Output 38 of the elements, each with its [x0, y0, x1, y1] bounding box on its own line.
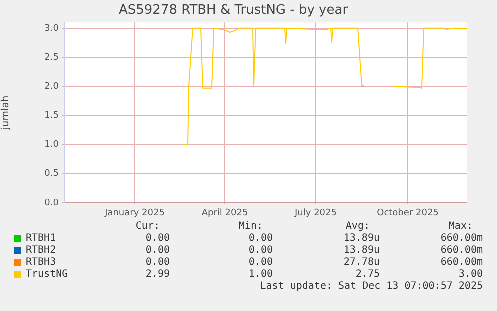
legend-label: RTBH1 [26, 233, 56, 245]
y-tick-label: 0.5 [44, 169, 59, 180]
y-tick-label: 2.5 [44, 52, 59, 63]
text: Cur: [136, 221, 160, 233]
text: 13.89u [344, 245, 380, 257]
y-tick-label: 1.0 [44, 140, 60, 150]
text: 2.99 [146, 269, 170, 281]
text: Last update: Sat Dec 13 07:00:57 2025 [260, 281, 483, 293]
legend-label: RTBH2 [26, 245, 56, 257]
y-axis-title: jumlah [0, 96, 12, 131]
text: 13.89u [344, 233, 380, 245]
chart-title: AS59278 RTBH & TrustNG - by year [118, 3, 349, 18]
text: Avg: [346, 221, 370, 233]
text: 0.00 [146, 245, 170, 257]
x-tick-label: October 2025 [377, 208, 439, 219]
text: 0.00 [146, 233, 170, 245]
legend-label: TrustNG [26, 269, 68, 281]
text: 0.00 [146, 257, 170, 269]
y-tick-label: 0.0 [44, 198, 60, 208]
text: 660.00m [440, 245, 483, 257]
x-tick-label: January 2025 [104, 208, 165, 219]
text: 660.00m [440, 233, 483, 245]
text: 660.00m [440, 257, 483, 269]
text: 2.75 [356, 269, 380, 281]
y-tick-label: 1.5 [44, 111, 59, 122]
legend-label: RTBH3 [26, 257, 56, 269]
text: Min: [238, 221, 263, 233]
text: 0.00 [248, 245, 273, 257]
x-tick-label: April 2025 [202, 208, 248, 219]
text: 27.78u [344, 257, 380, 269]
text: 0.00 [248, 233, 273, 245]
text: 3.00 [458, 269, 483, 281]
text: 1.00 [248, 269, 273, 281]
x-tick-label: July 2025 [294, 208, 337, 219]
text: 0.00 [248, 257, 273, 269]
text: Max: [448, 221, 473, 233]
y-tick-label: 2.0 [44, 82, 60, 92]
y-tick-label: 3.0 [44, 24, 60, 34]
